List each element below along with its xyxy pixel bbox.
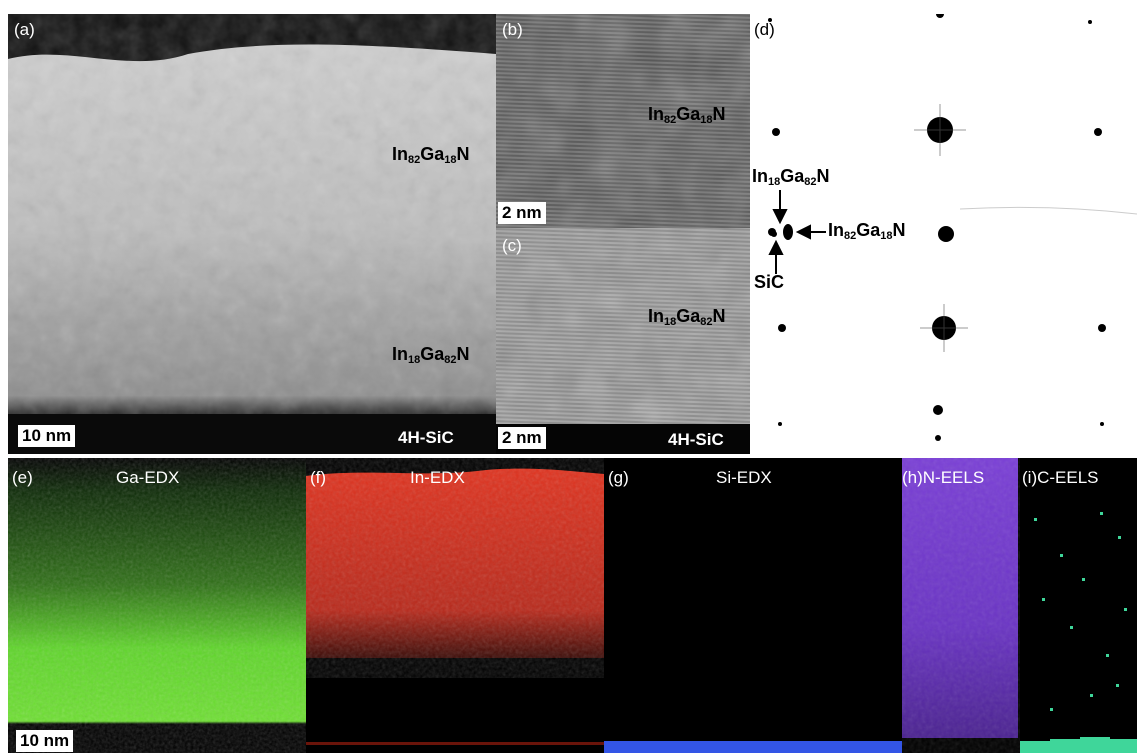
panel-i-map [1020,512,1137,753]
panel-a-label: (a) [14,20,35,39]
panel-d: (d) In18Ga82N In82Ga18N SiC [750,14,1137,454]
panel-b-scale-bar: 2 nm [498,202,546,224]
panel-a-image [8,14,496,454]
panel-a: (a) In82Ga18N In18Ga82N 10 nm 4H-SiC [8,14,496,454]
panel-d-spot2-formula: In82Ga18N [828,220,906,242]
panel-e-map [8,458,306,738]
panel-b-image [496,14,750,228]
panel-e-label: (e) [12,468,33,487]
panel-f-title: In-EDX [410,468,465,487]
panel-f: (f) In-EDX [306,458,604,753]
panel-d-label: (d) [754,20,775,39]
panel-g-map [604,741,902,753]
panel-h-title: N-EELS [922,468,985,487]
panel-g-label: (g) [608,468,629,487]
panel-a-scale-bar: 10 nm [18,425,76,447]
panel-e-title: Ga-EDX [116,468,180,487]
panel-h-label-title: (h)N-EELS [902,468,984,488]
panel-c-scale-bar: 2 nm [498,427,546,449]
panel-e-scale-bar: 10 nm [16,730,74,752]
panel-c: (c) In18Ga82N 2 nm 4H-SiC [496,228,750,454]
panel-c-substrate-label: 4H-SiC [668,430,724,449]
panel-g-title: Si-EDX [716,468,772,487]
panel-d-diffraction [768,14,1137,441]
panel-a-bottom-layer-formula: In18Ga82N [392,344,470,366]
panel-e: (e) Ga-EDX 10 nm [8,458,306,753]
panel-i: (i)C-EELS [1020,458,1137,753]
panel-h: (h)N-EELS [902,458,1020,753]
panel-c-image [496,228,750,454]
panel-i-label-title: (i)C-EELS [1022,468,1099,488]
panel-d-spot3-label: SiC [754,272,785,292]
panel-f-map [306,458,604,745]
panel-c-label: (c) [502,236,522,255]
panel-c-layer-formula: In18Ga82N [648,306,726,328]
panel-f-label: (f) [310,468,327,487]
panel-b: (b) In82Ga18N 2 nm [496,14,750,228]
panel-i-label: (i) [1022,468,1038,487]
panel-h-label: (h) [902,468,923,487]
panel-g: (g) Si-EDX [604,458,902,753]
panel-d-spot1-formula: In18Ga82N [752,166,830,188]
panel-h-map [902,458,1018,738]
panel-b-layer-formula: In82Ga18N [648,104,726,126]
panel-b-label: (b) [502,20,523,39]
panel-a-top-layer-formula: In82Ga18N [392,144,470,166]
panel-i-title: C-EELS [1037,468,1099,487]
panel-a-substrate-label: 4H-SiC [398,428,454,447]
